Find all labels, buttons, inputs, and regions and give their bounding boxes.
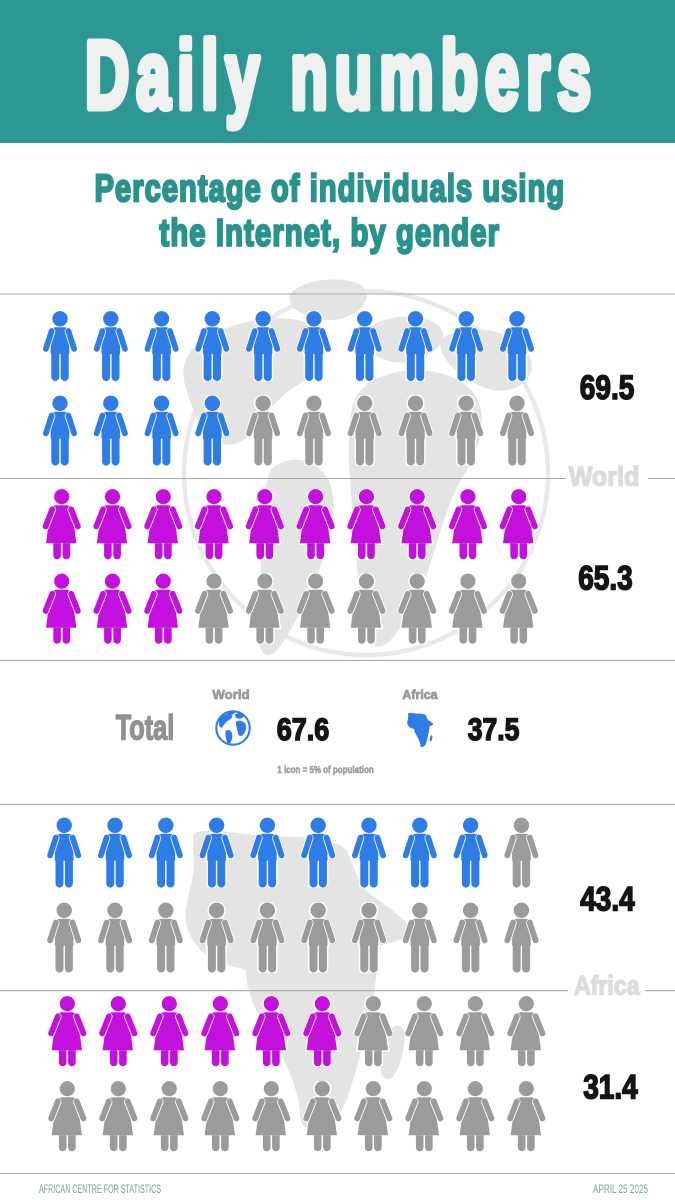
svg-text:Total: Total — [116, 708, 175, 747]
svg-text:Percentage of individuals usin: Percentage of individuals using — [95, 167, 566, 210]
svg-text:AFRICAN CENTRE FOR STATISTICS: AFRICAN CENTRE FOR STATISTICS — [39, 1182, 161, 1196]
svg-text:Daily numbers: Daily numbers — [85, 22, 598, 129]
svg-text:World: World — [569, 461, 640, 491]
svg-text:the Internet, by gender: the Internet, by gender — [160, 211, 501, 254]
svg-text:31.4: 31.4 — [583, 1069, 638, 1107]
svg-text:APRIL 25 2025: APRIL 25 2025 — [593, 1182, 648, 1196]
svg-text:World: World — [212, 687, 249, 702]
svg-text:43.4: 43.4 — [580, 880, 635, 918]
svg-text:Africa: Africa — [402, 687, 438, 702]
svg-text:1 icon = 5% of population: 1 icon = 5% of population — [277, 765, 373, 776]
svg-text:37.5: 37.5 — [468, 712, 520, 747]
svg-text:65.3: 65.3 — [578, 559, 633, 597]
svg-text:Africa: Africa — [574, 970, 640, 1000]
svg-text:69.5: 69.5 — [580, 369, 635, 407]
svg-text:67.6: 67.6 — [277, 712, 330, 747]
